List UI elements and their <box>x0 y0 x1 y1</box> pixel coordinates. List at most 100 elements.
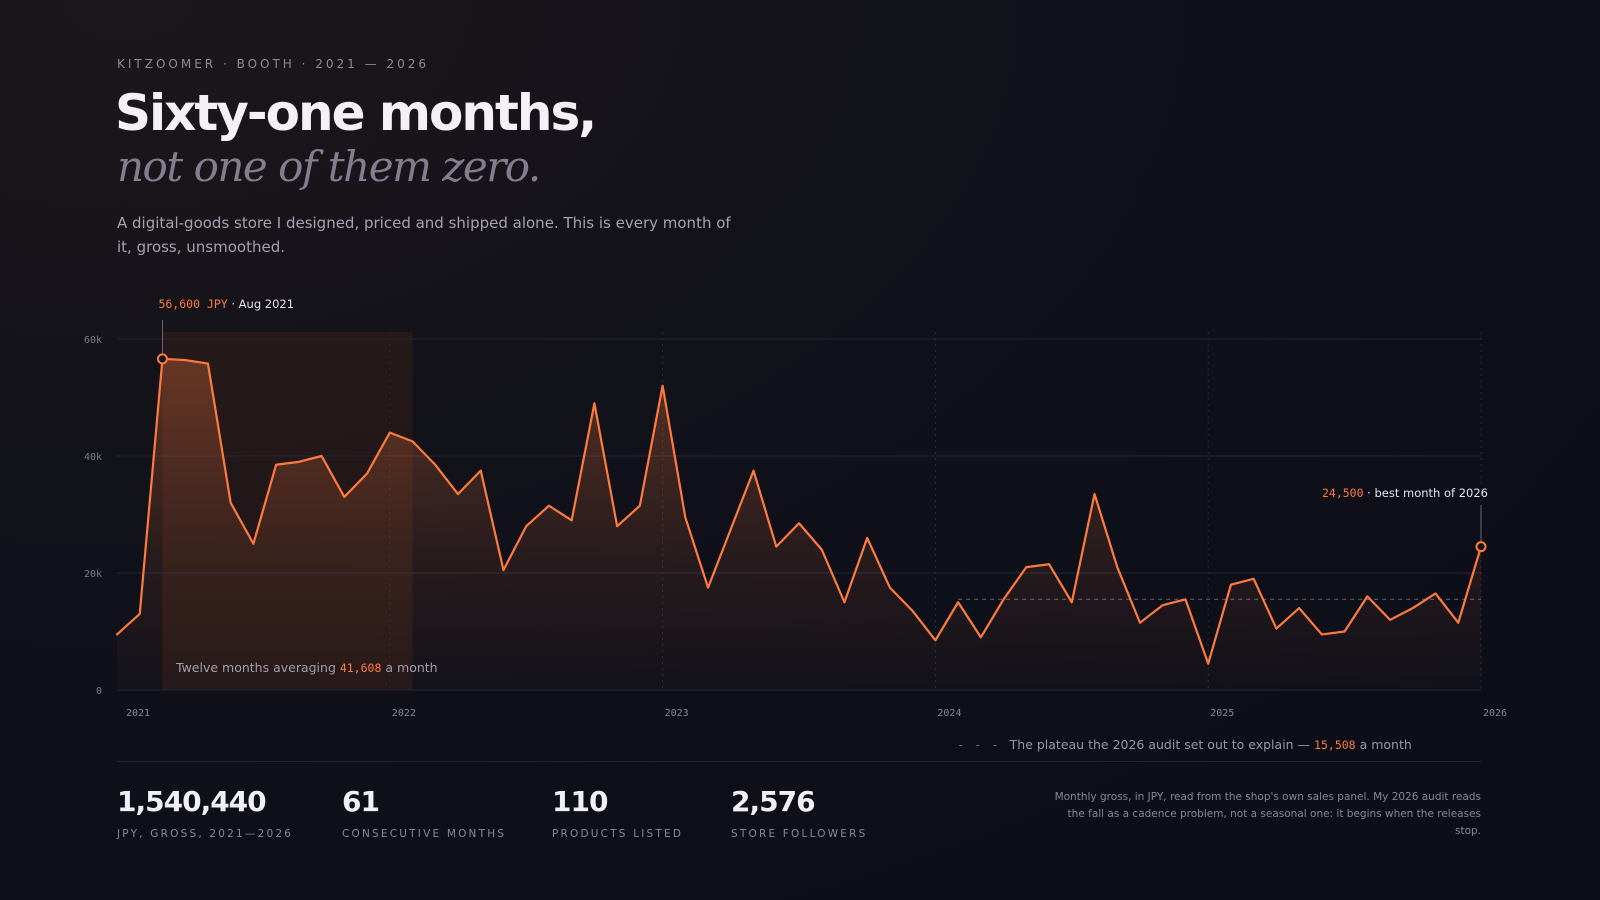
y-tick-label: 20k <box>84 569 102 580</box>
peak-month: · Aug 2021 <box>228 297 294 311</box>
data-point <box>252 543 254 545</box>
data-point <box>1321 633 1323 635</box>
band-caption-value: 41,608 <box>340 661 382 675</box>
page-subtitle: not one of them zero. <box>117 142 541 191</box>
data-point <box>548 505 550 507</box>
stat-products-listed: 110 PRODUCTS LISTED <box>552 785 683 840</box>
stat-store-followers: 2,576 STORE FOLLOWERS <box>731 785 867 840</box>
data-point <box>1275 627 1277 629</box>
data-point <box>980 636 982 638</box>
plateau-legend-text: The plateau the 2026 audit set out to ex… <box>1009 737 1311 752</box>
stat-consecutive-months: 61 CONSECUTIVE MONTHS <box>342 785 506 840</box>
data-point <box>411 440 413 442</box>
data-point <box>1002 598 1004 600</box>
intro-text: A digital-goods store I designed, priced… <box>117 214 731 256</box>
data-point <box>752 469 754 471</box>
stat-label: STORE FOLLOWERS <box>731 828 868 840</box>
band-caption-suffix: a month <box>381 660 437 675</box>
revenue-chart: 0 20k 40k 60k 2021 2022 2023 2024 2025 2026 56,60… <box>84 297 1507 719</box>
data-point <box>229 502 231 504</box>
kicker: KITZOOMER · BOOTH · 2021 — 2026 <box>117 57 429 71</box>
peak-value: 56,600 JPY <box>158 297 227 311</box>
data-point <box>593 402 595 404</box>
data-point <box>139 613 141 615</box>
dash-line-icon: - - - <box>957 737 1000 752</box>
data-point <box>116 633 118 635</box>
band-caption-text: Twelve months averaging <box>175 660 340 675</box>
plateau-legend: - - - The plateau the 2026 audit set out … <box>957 737 1412 752</box>
data-point <box>434 464 436 466</box>
data-point <box>821 548 823 550</box>
best-value: 24,500 <box>1322 486 1364 500</box>
data-point <box>798 522 800 524</box>
data-point <box>1139 622 1141 624</box>
y-tick-label: 60k <box>84 335 102 346</box>
data-point <box>1207 662 1209 664</box>
y-tick-label: 40k <box>84 452 102 463</box>
data-point <box>1025 566 1027 568</box>
data-point <box>1184 598 1186 600</box>
peak-label: 56,600 JPY · Aug 2021 <box>158 297 294 311</box>
divider <box>117 761 1481 762</box>
x-tick-label: 2024 <box>937 708 961 719</box>
x-tick-label: 2026 <box>1483 708 1507 719</box>
data-point <box>1412 607 1414 609</box>
stat-label: CONSECUTIVE MONTHS <box>342 828 507 840</box>
best-caption: · best month of 2026 <box>1364 486 1488 500</box>
data-point <box>843 601 845 603</box>
stat-value: 61 <box>342 785 380 818</box>
data-point <box>616 525 618 527</box>
best-marker <box>1475 541 1487 553</box>
data-point <box>1093 493 1095 495</box>
band-caption: Twelve months averaging 41,608 a month <box>175 660 438 675</box>
data-point <box>389 431 391 433</box>
series-line <box>115 357 1483 665</box>
data-point <box>343 496 345 498</box>
x-tick-label: 2025 <box>1210 708 1234 719</box>
data-point <box>707 586 709 588</box>
data-point <box>480 469 482 471</box>
data-point <box>957 601 959 603</box>
data-point <box>275 464 277 466</box>
data-point <box>502 569 504 571</box>
data-point <box>1116 566 1118 568</box>
data-point <box>1252 578 1254 580</box>
data-point <box>1343 630 1345 632</box>
data-point <box>1298 607 1300 609</box>
best-label: 24,500 · best month of 2026 <box>1322 486 1488 500</box>
data-point <box>1162 604 1164 606</box>
data-point <box>1457 622 1459 624</box>
data-point <box>661 385 663 387</box>
data-point <box>889 586 891 588</box>
data-point <box>570 519 572 521</box>
plateau-legend-value: 15,508 <box>1314 738 1356 752</box>
data-point <box>684 516 686 518</box>
data-point <box>1389 619 1391 621</box>
peak-marker <box>156 353 168 365</box>
data-point <box>184 359 186 361</box>
data-point <box>1048 563 1050 565</box>
data-point <box>934 639 936 641</box>
data-point <box>320 455 322 457</box>
page-title: Sixty-one months, <box>115 84 597 142</box>
stat-value: 1,540,440 <box>117 785 267 818</box>
data-point <box>730 528 732 530</box>
data-point <box>1230 584 1232 586</box>
data-point <box>457 493 459 495</box>
data-point <box>639 505 641 507</box>
data-point <box>1366 595 1368 597</box>
data-point <box>298 461 300 463</box>
data-point <box>866 537 868 539</box>
y-tick-label: 0 <box>96 686 102 697</box>
x-tick-label: 2021 <box>126 708 150 719</box>
stat-label: JPY, GROSS, 2021—2026 <box>117 828 294 840</box>
stat-value: 2,576 <box>731 785 816 818</box>
data-point <box>911 610 913 612</box>
plateau-legend-suffix: a month <box>1359 737 1412 752</box>
data-point <box>525 525 527 527</box>
data-point <box>1434 592 1436 594</box>
data-point <box>1071 601 1073 603</box>
data-point <box>366 472 368 474</box>
x-tick-label: 2022 <box>392 708 416 719</box>
stat-label: PRODUCTS LISTED <box>552 828 684 840</box>
